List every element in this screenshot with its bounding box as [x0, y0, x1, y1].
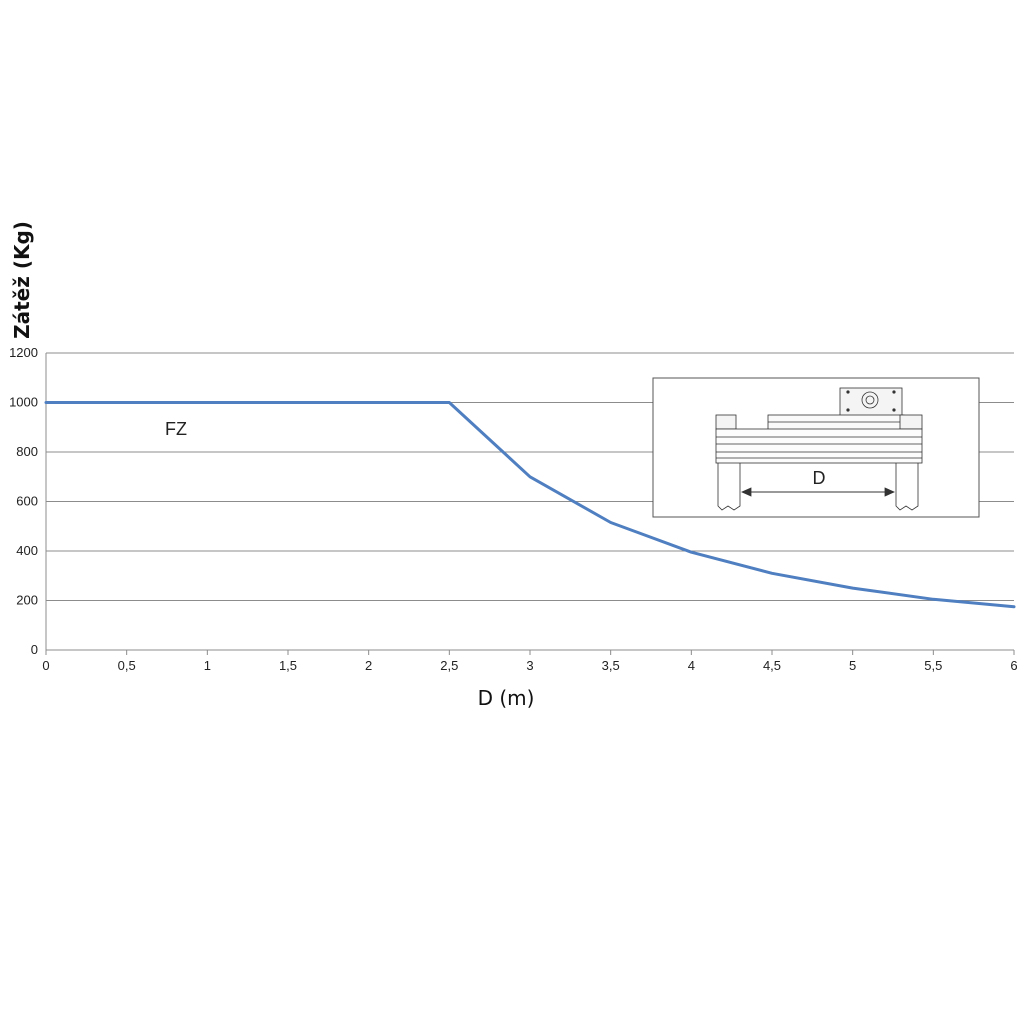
- x-tick-label: 0,5: [118, 658, 136, 673]
- inset-drawing: D: [652, 377, 980, 518]
- y-tick-label: 200: [16, 593, 38, 608]
- x-tick-label: 1: [204, 658, 211, 673]
- x-axis-title: D (m): [478, 686, 535, 710]
- series-label: FZ: [165, 419, 187, 439]
- x-tick-labels: 0 0,5 1 1,5 2 2,5 3 3,5 4 4,5 5 5,5 6: [42, 658, 1017, 673]
- x-tick-label: 3: [526, 658, 533, 673]
- y-tick-labels: 0 200 400 600 800 1000 1200: [9, 345, 38, 657]
- y-tick-label: 1200: [9, 345, 38, 360]
- y-tick-label: 1000: [9, 395, 38, 410]
- x-tick-label: 5: [849, 658, 856, 673]
- x-tick-label: 6: [1010, 658, 1017, 673]
- x-tick-label: 0: [42, 658, 49, 673]
- series-line-fz: [44, 401, 1016, 609]
- x-tick-label: 4: [688, 658, 695, 673]
- x-tick-label: 4,5: [763, 658, 781, 673]
- series-layer: [44, 401, 1016, 609]
- y-tick-label: 600: [16, 494, 38, 509]
- y-tick-label: 400: [16, 543, 38, 558]
- y-tick-label: 800: [16, 444, 38, 459]
- x-tick-label: 5,5: [924, 658, 942, 673]
- y-axis-title: Zátěž (Kg): [10, 221, 34, 339]
- y-tick-label: 0: [31, 642, 38, 657]
- x-tick-label: 2: [365, 658, 372, 673]
- x-tick-label: 2,5: [440, 658, 458, 673]
- x-tick-label: 1,5: [279, 658, 297, 673]
- x-tick-label: 3,5: [602, 658, 620, 673]
- inset-dimension-label: D: [813, 468, 826, 488]
- linear-actuator-drawing: [715, 387, 923, 511]
